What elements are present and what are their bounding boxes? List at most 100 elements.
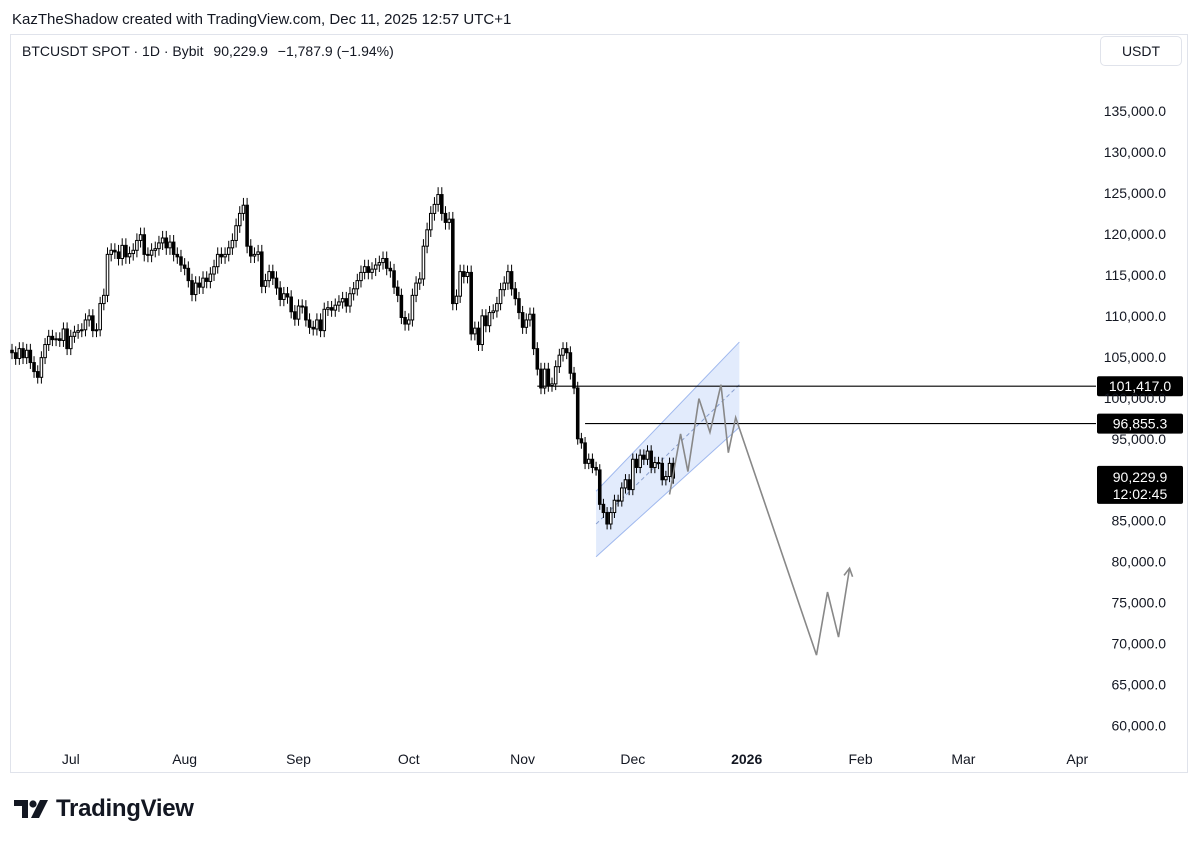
x-tick-label: Dec bbox=[620, 751, 645, 767]
candle bbox=[667, 457, 672, 483]
candle-body bbox=[24, 349, 29, 359]
candle bbox=[263, 273, 268, 294]
y-tick-label: 60,000.0 bbox=[1112, 718, 1167, 734]
candle-body bbox=[91, 315, 95, 332]
candle bbox=[57, 332, 62, 347]
candle-body bbox=[495, 303, 499, 312]
candle bbox=[21, 342, 25, 365]
candle-body bbox=[241, 204, 246, 214]
candle bbox=[39, 351, 44, 384]
candle bbox=[440, 187, 444, 221]
candle bbox=[113, 243, 117, 259]
candle bbox=[428, 206, 433, 237]
candle bbox=[480, 309, 484, 352]
candle-body bbox=[28, 349, 33, 364]
candle-body bbox=[594, 466, 598, 471]
candle bbox=[94, 323, 99, 338]
candle-body bbox=[359, 271, 363, 282]
candle bbox=[605, 507, 609, 530]
candle bbox=[296, 299, 301, 326]
currency-button[interactable]: USDT bbox=[1100, 36, 1182, 66]
candle bbox=[612, 494, 617, 518]
candle-body bbox=[285, 293, 290, 298]
symbol-legend: BTCUSDT SPOT · 1D · Bybit 90,229.9 −1,78… bbox=[22, 43, 400, 59]
candle-body bbox=[392, 270, 396, 288]
candle-body bbox=[322, 308, 327, 332]
candle bbox=[241, 197, 246, 221]
chart-attribution: KazTheShadow created with TradingView.co… bbox=[12, 11, 512, 28]
candle-body bbox=[76, 330, 80, 333]
candle-body bbox=[506, 271, 510, 284]
candle-body bbox=[193, 282, 198, 296]
candle-body bbox=[293, 311, 297, 320]
candle bbox=[362, 259, 367, 280]
candle bbox=[105, 247, 110, 303]
x-tick-label: 2026 bbox=[731, 751, 762, 767]
x-tick-label: Jul bbox=[62, 751, 80, 767]
candle bbox=[175, 247, 180, 264]
y-tick-label: 75,000.0 bbox=[1112, 595, 1167, 611]
candle bbox=[414, 276, 418, 303]
y-tick-label: 100,000.0 bbox=[1104, 390, 1166, 406]
candle bbox=[631, 453, 635, 496]
candle-body bbox=[300, 305, 304, 308]
candle bbox=[311, 320, 316, 336]
candle bbox=[355, 273, 360, 296]
candle-body bbox=[528, 313, 532, 321]
candle bbox=[520, 305, 525, 334]
candle-body bbox=[546, 368, 551, 387]
candle-body bbox=[307, 319, 312, 328]
candle bbox=[597, 464, 602, 510]
candle-body bbox=[127, 253, 132, 258]
level-layer: 101,417.0 96,855.3 90,229.912:02:45 bbox=[537, 376, 1183, 504]
candle bbox=[164, 230, 169, 255]
candle-body bbox=[491, 310, 496, 314]
candle-body bbox=[124, 244, 128, 258]
candle-body bbox=[399, 294, 404, 318]
candle bbox=[28, 343, 33, 369]
candle-body bbox=[631, 458, 635, 491]
level-price-tag bbox=[1097, 376, 1183, 397]
candle bbox=[212, 259, 216, 281]
candle-body bbox=[54, 338, 58, 341]
candle-body bbox=[575, 387, 580, 440]
candle bbox=[256, 244, 260, 262]
candle-body bbox=[564, 348, 569, 354]
candle-body bbox=[329, 307, 334, 311]
candle-body bbox=[219, 253, 224, 258]
x-tick-label: Aug bbox=[172, 751, 197, 767]
candle-body bbox=[583, 442, 587, 464]
candle-body bbox=[296, 305, 301, 320]
candle bbox=[83, 313, 88, 337]
candle bbox=[664, 470, 668, 486]
candle-body bbox=[208, 273, 213, 282]
candle bbox=[542, 362, 547, 395]
symbol-label[interactable]: BTCUSDT SPOT · 1D · Bybit bbox=[22, 43, 204, 59]
candle-body bbox=[13, 352, 18, 359]
candle bbox=[340, 291, 345, 309]
candle-body bbox=[201, 277, 205, 288]
candle-body bbox=[234, 225, 238, 241]
candle-body bbox=[664, 475, 668, 481]
candle bbox=[131, 243, 136, 261]
candle bbox=[561, 342, 565, 362]
candle bbox=[226, 240, 231, 262]
candle bbox=[432, 197, 437, 221]
candle-body bbox=[480, 315, 484, 346]
candle-body bbox=[142, 234, 147, 255]
candle bbox=[546, 362, 551, 392]
candle bbox=[425, 222, 429, 254]
candle bbox=[50, 329, 55, 347]
candle-body bbox=[131, 249, 136, 255]
candle-body bbox=[649, 450, 653, 468]
candle bbox=[586, 453, 591, 470]
candle-body bbox=[215, 253, 220, 268]
candle bbox=[65, 322, 69, 356]
candle-body bbox=[157, 242, 161, 250]
candle bbox=[13, 346, 18, 365]
candle bbox=[215, 247, 220, 274]
candle-body bbox=[487, 312, 492, 327]
candle-body bbox=[498, 289, 503, 305]
candle-body bbox=[458, 271, 462, 297]
